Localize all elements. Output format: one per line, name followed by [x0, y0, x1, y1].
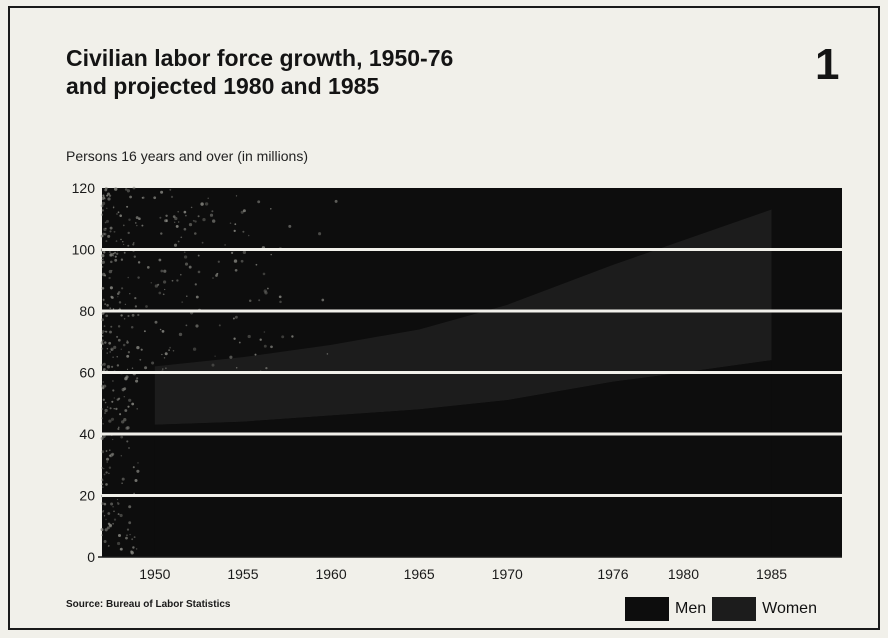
chart-title-line-2: and projected 1980 and 1985 — [66, 73, 380, 99]
y-tick-label: 80 — [79, 303, 95, 319]
chart-title-line-1: Civilian labor force growth, 1950-76 — [66, 45, 454, 71]
x-tick-label: 1965 — [404, 566, 435, 582]
x-tick-label: 1955 — [227, 566, 258, 582]
y-tick-label: 40 — [79, 426, 95, 442]
y-tick-label: 100 — [72, 242, 96, 258]
x-tick-label: 1950 — [139, 566, 170, 582]
x-tick-label: 1976 — [597, 566, 628, 582]
y-axis-label: Persons 16 years and over (in millions) — [66, 148, 308, 164]
y-tick-label: 20 — [79, 488, 95, 504]
series-area-men — [154, 360, 772, 557]
y-tick-label: 60 — [79, 365, 95, 381]
legend-swatch-women — [712, 597, 757, 621]
x-tick-label: 1985 — [756, 566, 787, 582]
y-tick-label: 120 — [72, 180, 96, 196]
legend-label-men: Men — [675, 600, 707, 617]
x-tick-label: 1980 — [668, 566, 699, 582]
series-area-women — [154, 209, 772, 425]
y-axis-ticks: 0 20 40 60 80 100 120 — [72, 180, 96, 565]
chart-legend: Men Women — [625, 596, 823, 622]
legend-item-men: Men — [625, 597, 706, 621]
gridlines — [98, 248, 842, 558]
legend-swatch-men — [625, 597, 669, 621]
y-tick-label: 0 — [87, 549, 95, 565]
legend-label-women: Women — [762, 600, 817, 617]
x-tick-label: 1960 — [315, 566, 346, 582]
chart-title: Civilian labor force growth, 1950-76 and… — [66, 44, 453, 100]
x-axis-ticks: 1950 1955 1960 1965 1970 1976 1980 1985 — [139, 566, 787, 582]
figure-frame — [8, 6, 880, 630]
x-tick-label: 1970 — [492, 566, 523, 582]
legend-item-women: Women — [712, 597, 817, 621]
figure-number: 1 — [815, 40, 840, 89]
source-note: Source: Bureau of Labor Statistics — [66, 599, 231, 610]
